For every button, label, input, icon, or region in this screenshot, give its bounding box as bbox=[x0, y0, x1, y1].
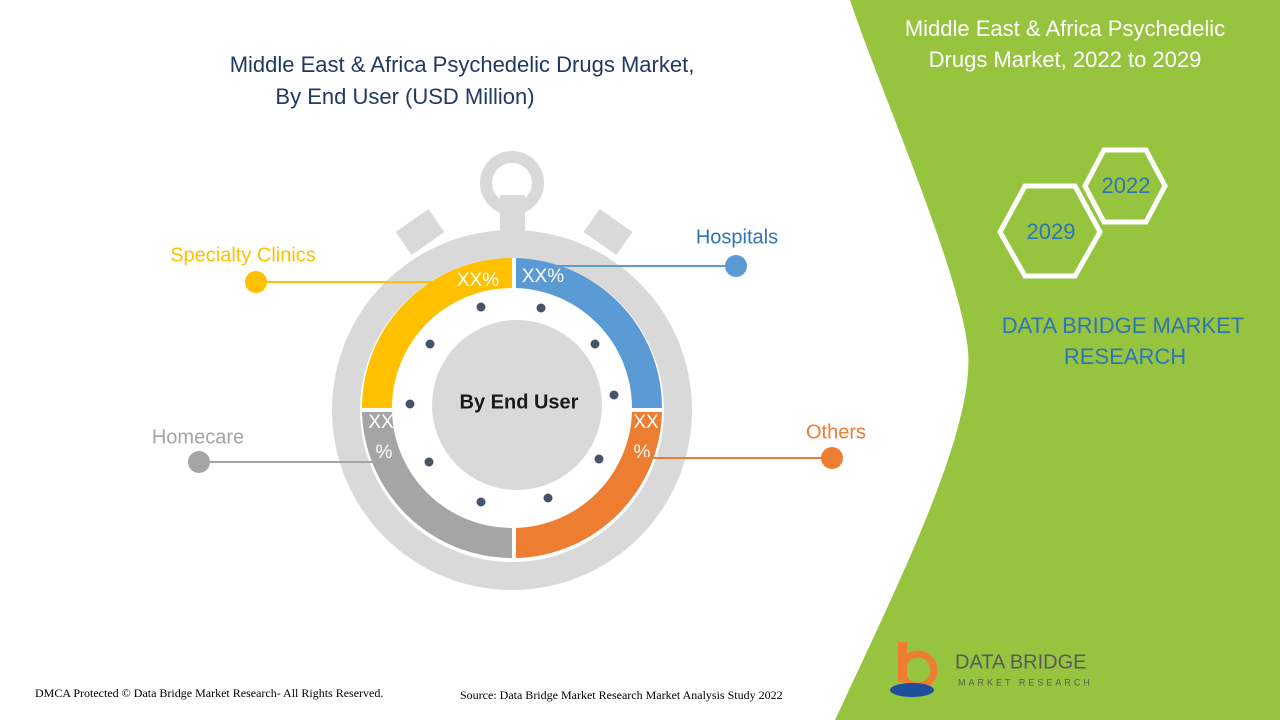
hexagon bbox=[997, 183, 1103, 279]
stopwatch-button bbox=[395, 209, 445, 255]
logo-tagline: MARKET RESEARCH bbox=[958, 677, 1093, 687]
segment-value: XX bbox=[368, 412, 394, 433]
segment-specialty-clinics bbox=[362, 258, 512, 408]
leader-dot bbox=[725, 255, 747, 277]
title-line: Middle East & Africa Psychedelic Drugs M… bbox=[230, 52, 695, 77]
title-line: By End User (USD Million) bbox=[275, 84, 534, 109]
segment-hospitals bbox=[516, 258, 662, 408]
segment-value: % bbox=[634, 442, 651, 463]
segment-value: XX bbox=[633, 412, 659, 433]
center-disc bbox=[432, 320, 602, 490]
source: Source: Data Bridge Market Research Mark… bbox=[460, 688, 783, 702]
segment-value: XX% bbox=[522, 266, 564, 287]
hexagon bbox=[1082, 147, 1168, 225]
segment-label: Hospitals bbox=[696, 226, 778, 248]
segment-label: Others bbox=[806, 421, 866, 443]
year: 2022 bbox=[1102, 173, 1151, 198]
segment-value: XX% bbox=[457, 270, 499, 291]
leader-dot bbox=[188, 451, 210, 473]
brand-text: RESEARCH bbox=[1064, 344, 1186, 369]
segment-label: Homecare bbox=[152, 426, 244, 448]
center-label: By End User bbox=[460, 391, 579, 413]
brand-text: DATA BRIDGE MARKET bbox=[1002, 313, 1244, 338]
segment-homecare bbox=[362, 412, 512, 558]
segment-others bbox=[516, 412, 662, 558]
copyright: DMCA Protected © Data Bridge Market Rese… bbox=[35, 686, 383, 700]
stopwatch-button bbox=[583, 209, 633, 255]
leader-dot bbox=[821, 447, 843, 469]
side-title: Drugs Market, 2022 to 2029 bbox=[929, 47, 1202, 72]
logo-name: DATA BRIDGE bbox=[955, 651, 1087, 673]
stopwatch bbox=[332, 151, 692, 590]
side-title: Middle East & Africa Psychedelic bbox=[905, 16, 1225, 41]
year: 2029 bbox=[1027, 219, 1076, 244]
segment-value: % bbox=[376, 442, 393, 463]
leader-dot bbox=[245, 271, 267, 293]
side-panel-bg bbox=[835, 0, 1280, 720]
segment-label: Specialty Clinics bbox=[170, 244, 316, 266]
logo-icon bbox=[890, 642, 938, 697]
dial-dots bbox=[405, 302, 619, 507]
